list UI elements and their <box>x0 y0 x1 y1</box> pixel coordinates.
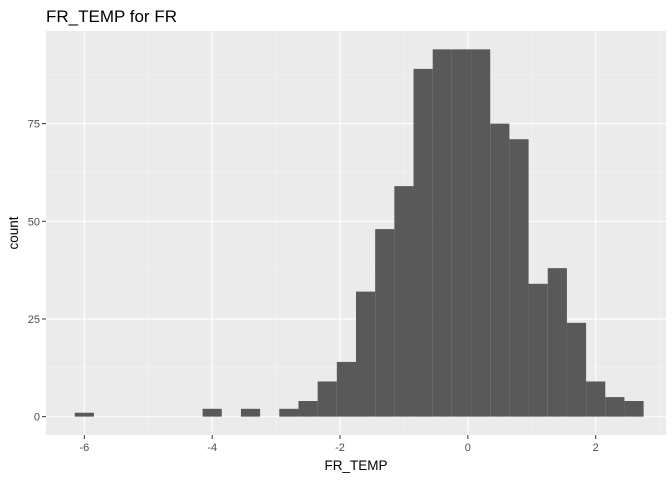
histogram-bar <box>317 381 337 417</box>
histogram-bar <box>605 397 625 417</box>
histogram-bar <box>586 381 606 417</box>
x-tick-label: 2 <box>593 442 599 454</box>
histogram-bar <box>202 408 222 417</box>
histogram-bar <box>394 186 414 417</box>
histogram-bars <box>74 49 644 417</box>
histogram-bar <box>279 408 299 417</box>
histogram-bar <box>451 49 472 417</box>
histogram-bar <box>240 408 261 417</box>
histogram-bar <box>74 412 94 417</box>
histogram-bar <box>356 291 376 417</box>
chart-title: FR_TEMP for FR <box>46 7 177 26</box>
histogram-bar <box>375 229 395 417</box>
histogram-bar <box>490 123 510 417</box>
y-tick-label: 0 <box>34 412 40 424</box>
histogram-bar <box>413 68 433 417</box>
x-tick-label: -6 <box>79 442 89 454</box>
histogram-bar <box>336 361 356 417</box>
histogram-bar <box>566 322 587 417</box>
x-axis: -6 -4 -2 0 2 <box>79 435 599 454</box>
x-tick-label: -2 <box>335 442 345 454</box>
histogram-bar <box>471 49 491 417</box>
x-tick-label: 0 <box>465 442 471 454</box>
histogram-bar <box>547 268 567 417</box>
y-tick-label: 50 <box>28 216 40 228</box>
x-axis-title: FR_TEMP <box>324 458 387 473</box>
y-axis-title: count <box>6 216 21 249</box>
y-axis: 0 25 50 75 <box>28 119 46 424</box>
x-tick-label: -4 <box>207 442 217 454</box>
histogram-bar <box>298 401 318 417</box>
y-tick-label: 25 <box>28 314 40 326</box>
histogram-bar <box>528 283 548 417</box>
histogram-bar <box>432 49 452 417</box>
histogram-bar <box>624 401 644 417</box>
y-tick-label: 75 <box>28 119 40 131</box>
histogram-bar <box>509 139 529 417</box>
